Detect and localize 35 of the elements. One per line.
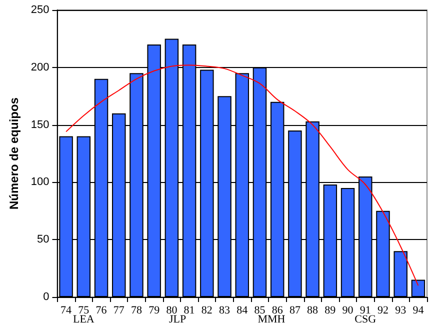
text: CSG xyxy=(354,314,376,326)
x-tick-label: 84 xyxy=(236,304,248,316)
y-tick-label: 0 xyxy=(43,291,50,303)
x-tick-label: 77 xyxy=(113,304,125,316)
x-tick-label: 90 xyxy=(342,304,354,316)
y-axis-title: Número de equipos xyxy=(7,97,21,210)
bar xyxy=(411,280,426,297)
x-tick-label: 91 xyxy=(360,304,371,316)
x-tick-label: 94 xyxy=(412,304,424,316)
x-tick-label: 83 xyxy=(219,304,231,316)
y-tick-label: 200 xyxy=(30,61,50,74)
x-tick-label: 81 xyxy=(184,304,195,316)
x-tick-label: 75 xyxy=(78,304,90,316)
x-tick-label: 85 xyxy=(254,304,266,316)
y-tick-label: 100 xyxy=(30,176,50,188)
y-tick-label: 250 xyxy=(30,4,50,16)
x-tick-label: 79 xyxy=(148,304,160,316)
y-tick-label: 50 xyxy=(37,234,50,246)
text: JLP xyxy=(169,314,186,326)
x-tick-label: 78 xyxy=(130,304,142,316)
x-tick-label: 86 xyxy=(272,304,284,316)
text: LEA xyxy=(72,314,94,326)
line-series xyxy=(66,64,419,286)
x-tick-label: 76 xyxy=(96,304,108,316)
y-tick-label: 150 xyxy=(30,118,50,131)
x-tick-label: 93 xyxy=(395,304,407,316)
x-tick-label: 92 xyxy=(377,304,388,316)
x-tick-label: 80 xyxy=(166,304,178,316)
x-tick-label: 88 xyxy=(307,304,319,316)
x-tick-label: 89 xyxy=(324,304,336,316)
text: MMH xyxy=(258,314,286,326)
x-tick-label: 74 xyxy=(60,304,72,316)
x-tick-label: 87 xyxy=(289,304,301,316)
bar xyxy=(394,251,408,297)
x-tick-label: 82 xyxy=(201,304,212,316)
